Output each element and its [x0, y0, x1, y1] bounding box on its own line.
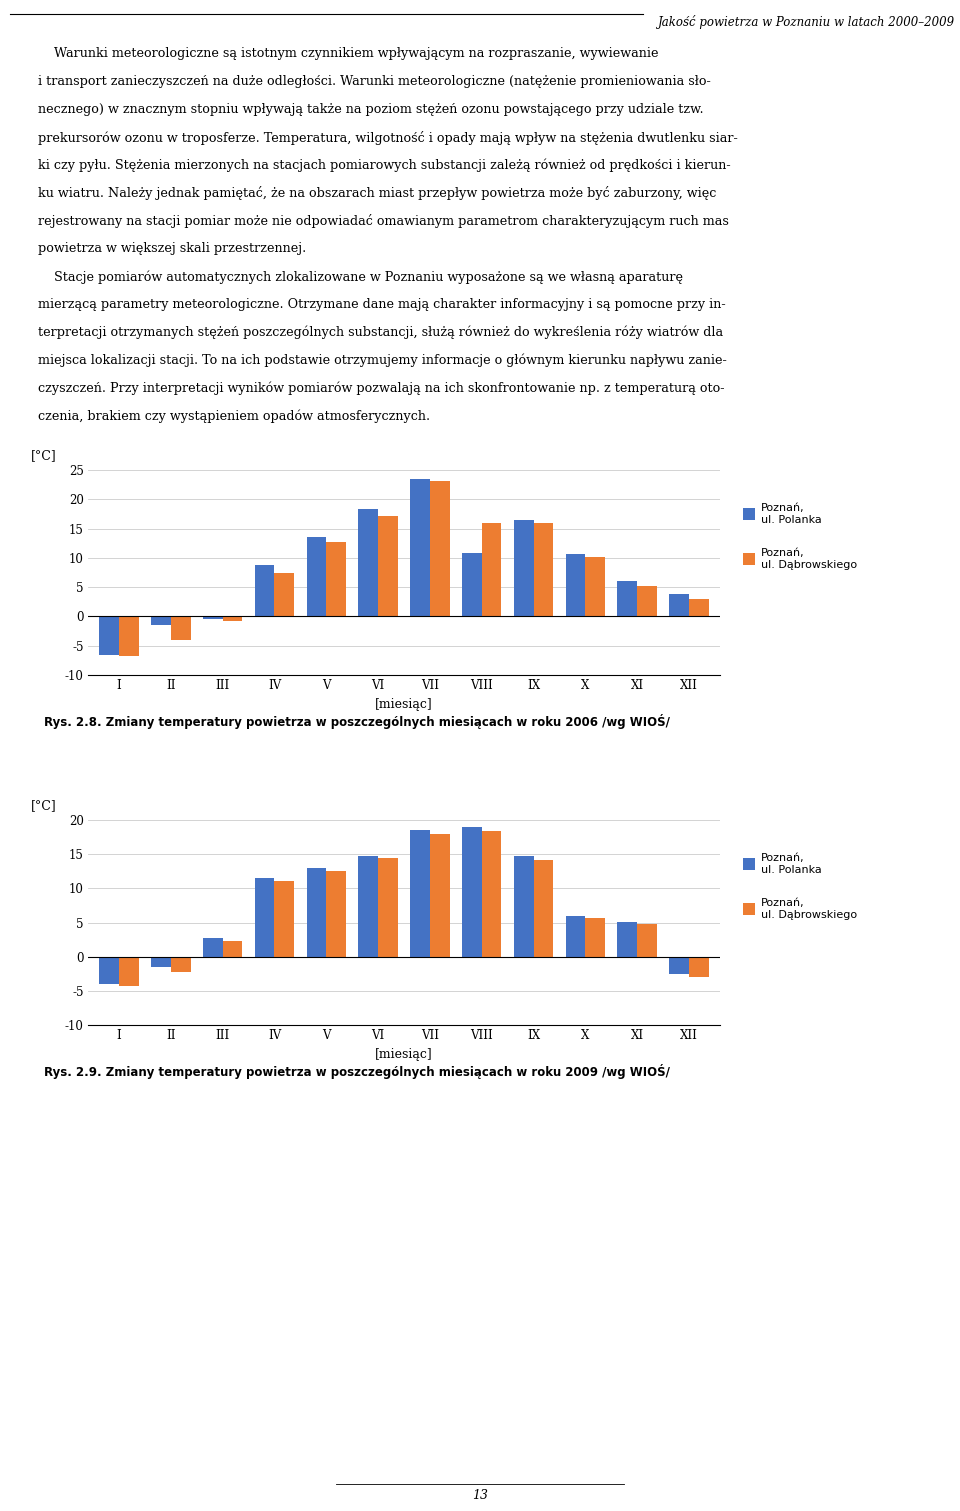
Bar [430, 834, 449, 956]
Bar [743, 553, 755, 565]
Bar [326, 542, 346, 616]
Bar [565, 553, 586, 616]
Bar [100, 616, 119, 654]
Text: Stacje pomiarów automatycznych zlokalizowane w Poznaniu wyposażone są we własną : Stacje pomiarów automatycznych zlokalizo… [38, 270, 683, 284]
Text: Rys. 2.9. Zmiany temperatury powietrza w poszczególnych miesiącach w roku 2009 /: Rys. 2.9. Zmiany temperatury powietrza w… [44, 1064, 670, 1079]
Bar [119, 616, 139, 656]
Text: miejsca lokalizacji stacji. To na ich podstawie otrzymujemy informacje o głównym: miejsca lokalizacji stacji. To na ich po… [38, 354, 727, 367]
Bar [378, 517, 397, 616]
Text: Poznań,
ul. Dąbrowskiego: Poznań, ul. Dąbrowskiego [761, 898, 857, 920]
X-axis label: [miesiąc]: [miesiąc] [375, 1047, 433, 1061]
Text: [°C]: [°C] [31, 449, 57, 462]
Bar [223, 941, 242, 956]
Bar [254, 565, 275, 616]
Text: Warunki meteorologiczne są istotnym czynnikiem wpływającym na rozpraszanie, wywi: Warunki meteorologiczne są istotnym czyn… [38, 47, 659, 60]
Text: 13: 13 [472, 1488, 488, 1502]
Text: Jakość powietrza w Poznaniu w latach 2000–2009: Jakość powietrza w Poznaniu w latach 200… [658, 15, 955, 29]
Text: [°C]: [°C] [31, 799, 57, 811]
Bar [482, 831, 501, 956]
Text: Poznań,
ul. Polanka: Poznań, ul. Polanka [761, 503, 822, 524]
Bar [637, 923, 657, 956]
Bar [669, 594, 689, 616]
Bar [514, 855, 534, 956]
Bar [119, 956, 139, 987]
Bar [743, 508, 755, 520]
Text: powietrza w większej skali przestrzennej.: powietrza w większej skali przestrzennej… [38, 242, 306, 255]
Bar [689, 600, 708, 616]
Text: terpretacji otrzymanych stężeń poszczególnych substancji, służą również do wykre: terpretacji otrzymanych stężeń poszczegó… [38, 326, 723, 340]
Bar [306, 536, 326, 616]
Bar [689, 956, 708, 978]
Bar [326, 870, 346, 956]
Text: Rys. 2.8. Zmiany temperatury powietrza w poszczególnych miesiącach w roku 2006 /: Rys. 2.8. Zmiany temperatury powietrza w… [44, 715, 670, 730]
Text: ku wiatru. Należy jednak pamiętać, że na obszarach miast przepływ powietrza może: ku wiatru. Należy jednak pamiętać, że na… [38, 186, 716, 201]
Bar [669, 956, 689, 973]
Bar [171, 956, 191, 972]
Bar [223, 616, 242, 621]
Bar [410, 830, 430, 956]
Bar [534, 523, 553, 616]
Bar [151, 616, 171, 626]
Bar [743, 904, 755, 916]
Bar [430, 480, 449, 616]
Text: ki czy pyłu. Stężenia mierzonych na stacjach pomiarowych substancji zależą równi: ki czy pyłu. Stężenia mierzonych na stac… [38, 159, 731, 172]
Bar [743, 858, 755, 870]
Text: Poznań,
ul. Polanka: Poznań, ul. Polanka [761, 854, 822, 875]
Bar [378, 858, 397, 956]
Bar [482, 523, 501, 616]
Bar [275, 881, 294, 956]
Text: Poznań,
ul. Dąbrowskiego: Poznań, ul. Dąbrowskiego [761, 548, 857, 570]
Bar [462, 827, 482, 956]
Text: czyszczeń. Przy interpretacji wyników pomiarów pozwalają na ich skonfrontowanie : czyszczeń. Przy interpretacji wyników po… [38, 381, 725, 394]
Text: rejestrowany na stacji pomiar może nie odpowiadać omawianym parametrom charakter: rejestrowany na stacji pomiar może nie o… [38, 215, 729, 228]
Bar [254, 878, 275, 956]
Bar [514, 520, 534, 616]
Text: i transport zanieczyszczeń na duże odległości. Warunki meteorologiczne (natężeni: i transport zanieczyszczeń na duże odleg… [38, 76, 710, 88]
Bar [275, 573, 294, 616]
Bar [306, 867, 326, 956]
Bar [534, 860, 553, 956]
Bar [203, 616, 223, 620]
Bar [358, 509, 378, 616]
Bar [617, 580, 637, 616]
Text: necznego) w znacznym stopniu wpływają także na poziom stężeń ozonu powstającego : necznego) w znacznym stopniu wpływają ta… [38, 103, 704, 116]
Bar [358, 855, 378, 956]
Bar [203, 938, 223, 956]
Text: czenia, brakiem czy wystąpieniem opadów atmosferycznych.: czenia, brakiem czy wystąpieniem opadów … [38, 409, 430, 423]
Bar [586, 558, 605, 616]
Text: mierzącą parametry meteorologiczne. Otrzymane dane mają charakter informacyjny i: mierzącą parametry meteorologiczne. Otrz… [38, 298, 726, 311]
Bar [151, 956, 171, 967]
Bar [462, 553, 482, 616]
Bar [410, 479, 430, 616]
Text: prekursorów ozonu w troposferze. Temperatura, wilgotność i opady mają wpływ na s: prekursorów ozonu w troposferze. Tempera… [38, 130, 737, 145]
Bar [565, 916, 586, 956]
Bar [637, 586, 657, 616]
Bar [171, 616, 191, 639]
Bar [586, 919, 605, 956]
Bar [617, 922, 637, 956]
Bar [100, 956, 119, 984]
X-axis label: [miesiąc]: [miesiąc] [375, 698, 433, 710]
